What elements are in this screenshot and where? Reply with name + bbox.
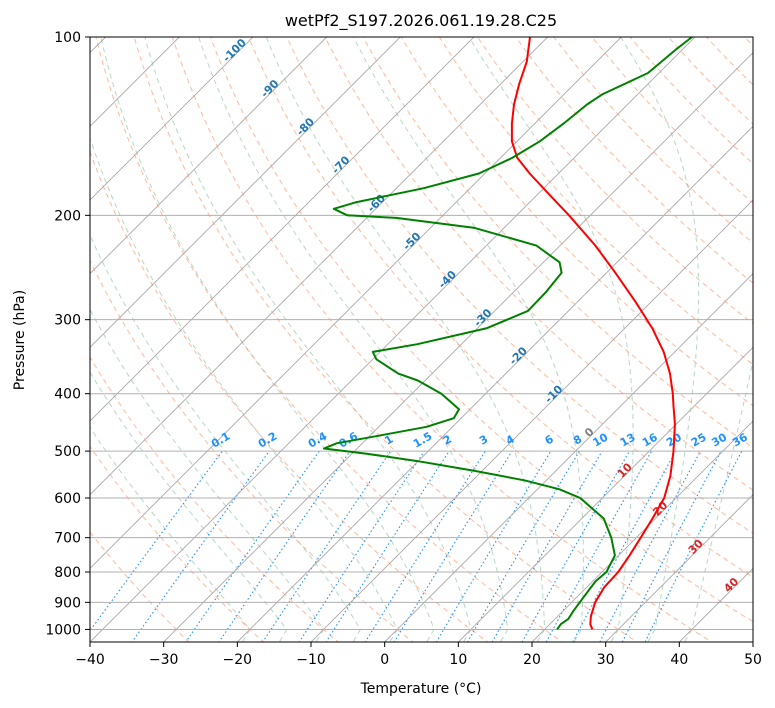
x-tick-label: 30	[597, 652, 615, 668]
x-axis-label: Temperature (°C)	[360, 681, 482, 697]
isotherm-line	[90, 37, 254, 201]
isotherm-line	[90, 37, 328, 275]
y-tick-label: 700	[54, 531, 81, 547]
dry-adiabat	[400, 37, 753, 407]
background-lines	[90, 37, 753, 642]
x-tick-label: 0	[380, 652, 389, 668]
mixing-ratio-line	[491, 450, 603, 642]
moist-adiabat	[468, 37, 634, 642]
x-tick-label: 50	[744, 652, 762, 668]
isotherms	[90, 37, 753, 642]
y-tick-label: 500	[54, 444, 81, 460]
y-axis: 100 200 300 400 500 600 700 800 900 1000	[45, 30, 90, 638]
isotherm-line	[605, 494, 753, 642]
dry-adiabat	[90, 150, 489, 642]
x-tick-label: −20	[223, 652, 253, 668]
dry-adiabat	[95, 37, 564, 642]
isotherm-line	[90, 37, 401, 348]
mixing-ratio-line	[90, 450, 223, 632]
dry-adiabat	[438, 37, 753, 366]
mixing-ratio-line	[572, 450, 677, 642]
y-tick-label: 800	[54, 565, 81, 581]
x-tick-label: 10	[449, 652, 467, 668]
x-tick-label: −10	[296, 652, 326, 668]
moist-adiabat	[90, 233, 361, 642]
isotherm-line	[90, 37, 549, 496]
dry-adiabat	[553, 37, 753, 244]
isotherm-line	[90, 37, 622, 569]
isotherm-line	[90, 37, 475, 422]
mixing-ratio-line	[262, 450, 392, 642]
moist-adiabat	[90, 371, 288, 642]
isotherm-line	[310, 199, 753, 642]
mixing-ratio-line	[393, 450, 513, 642]
dry-adiabat	[210, 37, 753, 623]
y-tick-label: 300	[54, 313, 81, 329]
dewpoint-line	[323, 37, 693, 630]
x-tick-label: 20	[523, 652, 541, 668]
x-tick-label: 40	[670, 652, 688, 668]
isobars	[90, 37, 753, 630]
dry-adiabat	[591, 37, 753, 204]
dry-adiabat	[90, 259, 414, 642]
dry-adiabat	[133, 37, 638, 642]
dry-adiabat	[324, 37, 753, 491]
x-tick-label: −40	[75, 652, 105, 668]
dry-adiabat	[171, 37, 713, 642]
dry-adiabat	[248, 37, 753, 578]
isotherm-line	[531, 420, 753, 642]
moist-adiabat	[90, 136, 398, 642]
moist-adiabat	[144, 37, 472, 642]
y-tick-label: 400	[54, 387, 81, 403]
profiles	[323, 37, 693, 630]
mixing-ratio-line	[185, 450, 320, 642]
x-axis: −40 −30 −20 −10 0 10 20 30 40 50	[75, 642, 762, 668]
y-tick-label: 900	[54, 595, 81, 611]
moist-adiabat	[683, 358, 753, 642]
moist-adiabat	[265, 37, 546, 642]
moist-adiabat	[620, 37, 700, 642]
isotherm-line	[384, 273, 753, 642]
dry-adiabat	[286, 37, 753, 534]
y-tick-label: 200	[54, 208, 81, 224]
isotherm-line	[90, 37, 180, 127]
y-tick-label: 600	[54, 491, 81, 507]
y-tick-label: 1000	[45, 622, 81, 638]
isotherm-line	[236, 125, 753, 642]
mixing-ratio-line	[325, 450, 450, 642]
mixing-ratio-line	[218, 450, 351, 642]
dry-adiabat	[362, 37, 753, 449]
dry-adiabat	[515, 37, 753, 284]
y-tick-label: 100	[54, 30, 81, 46]
mixing-ratio-line	[298, 450, 425, 642]
chart-title: wetPf2_S197.2026.061.19.28.C25	[285, 11, 557, 31]
moist-adiabat	[90, 308, 325, 642]
y-axis-label: Pressure (hPa)	[12, 290, 28, 390]
temperature-line	[510, 37, 676, 630]
moist-adiabat	[90, 426, 251, 642]
mixing-ratio-line	[435, 450, 552, 642]
isotherm-line	[457, 346, 753, 642]
plot-frame	[89, 36, 754, 643]
mixing-ratio-line	[466, 450, 580, 642]
mixing-ratio-line	[599, 450, 701, 642]
isotherm-line	[90, 37, 696, 642]
x-tick-label: −30	[149, 652, 179, 668]
dry-adiabat	[90, 445, 265, 642]
